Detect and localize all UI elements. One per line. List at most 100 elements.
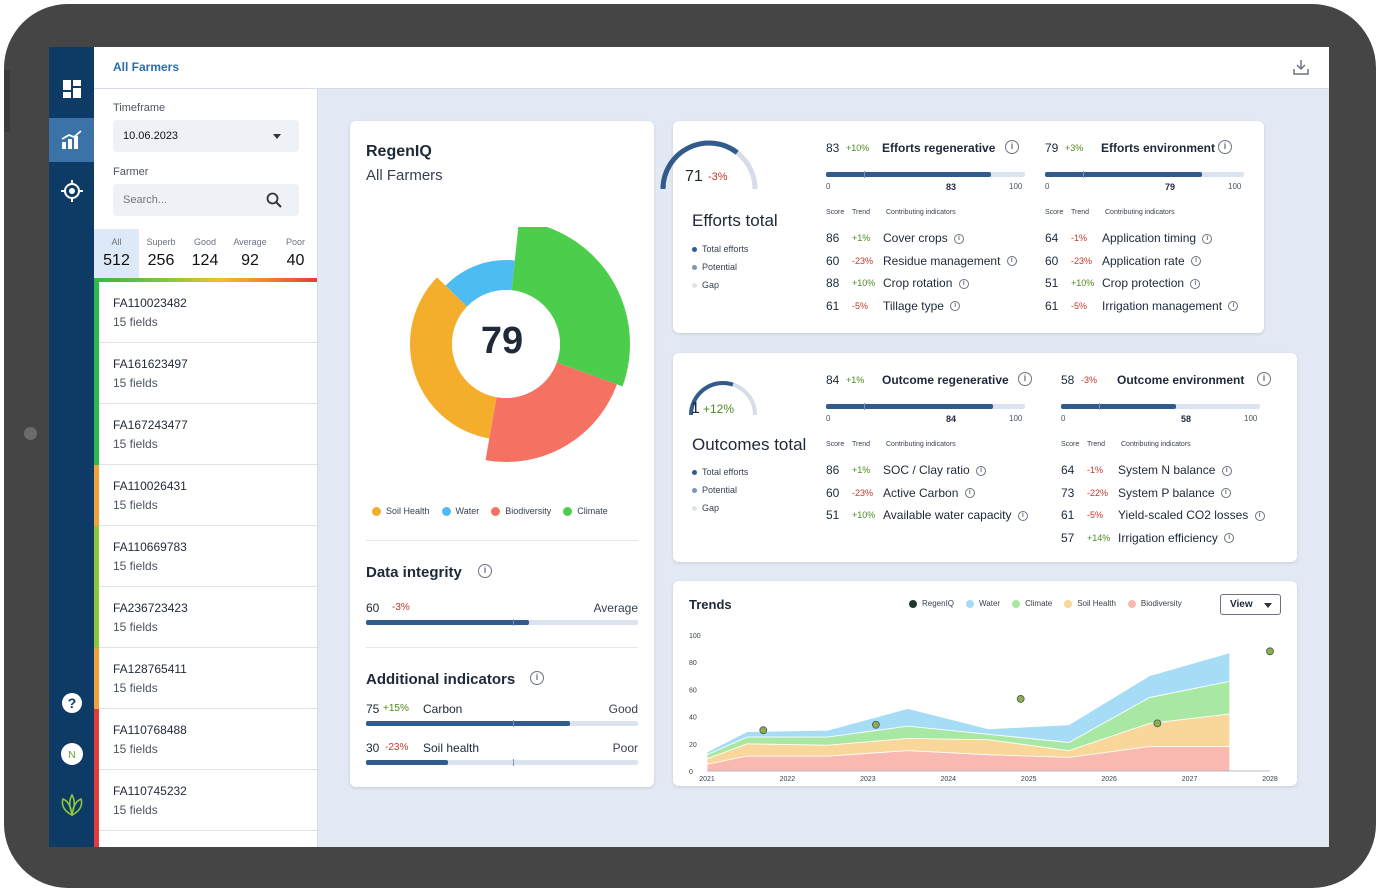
info-icon[interactable]: i <box>964 488 975 499</box>
rose-segment-biodiversity[interactable] <box>485 362 617 462</box>
legend-gap: Gap <box>692 280 719 290</box>
carbon-label: Carbon <box>423 702 463 716</box>
trends-area-chart[interactable]: 0 20 40 60 80 100 2021 2022 2023 2024 2025 2026 2027… <box>673 617 1297 786</box>
info-icon[interactable]: i <box>1224 533 1235 544</box>
info-icon[interactable]: i <box>1257 372 1271 386</box>
filter-tab-average[interactable]: Average 92 <box>227 229 273 278</box>
farmer-search-input[interactable] <box>113 184 299 216</box>
farmer-id: FA110026431 <box>113 479 187 493</box>
indicator-name: Tillage type i <box>883 299 961 313</box>
info-icon[interactable]: i <box>1220 488 1231 499</box>
group-progress-bar <box>1061 403 1260 410</box>
rose-segment-soil-health[interactable] <box>410 277 497 439</box>
nav-target[interactable] <box>49 169 94 213</box>
info-icon[interactable]: i <box>1005 140 1019 154</box>
group-trend: -3% <box>1081 375 1098 385</box>
regeniq-title: RegenIQ <box>366 143 432 160</box>
download-icon <box>1293 60 1309 75</box>
farmer-list-item[interactable]: FA161623497 15 fields <box>94 343 317 404</box>
info-icon[interactable]: i <box>1190 278 1201 289</box>
rose-segment-water[interactable] <box>445 260 515 307</box>
info-icon[interactable]: i <box>950 301 961 312</box>
data-integrity-trend: -3% <box>392 602 410 613</box>
score-color-strip <box>94 282 99 343</box>
farmer-list-item[interactable]: FA110669783 15 fields <box>94 526 317 587</box>
legend-total-efforts: Total efforts <box>692 467 748 477</box>
legend-water: Water <box>966 599 1000 608</box>
regeniq-rose-chart[interactable] <box>372 227 638 473</box>
timeframe-value: 10.06.2023 <box>123 130 179 142</box>
rose-segment-climate[interactable] <box>511 227 630 387</box>
indicator-name: Irrigation management i <box>1102 299 1239 313</box>
tablet-side-button <box>4 70 10 132</box>
indicator-trend: -5% <box>852 300 869 311</box>
regeniq-point[interactable] <box>1153 719 1162 728</box>
legend-climate: Climate <box>563 506 608 516</box>
info-icon[interactable]: i <box>954 233 965 244</box>
search-icon[interactable] <box>266 192 282 208</box>
farmer-list-item[interactable]: FA110768488 15 fields <box>94 709 317 770</box>
filter-tab-label: All <box>111 237 122 247</box>
farmer-list-item[interactable]: FA236723423 15 fields <box>94 587 317 648</box>
legend-biodiversity: Biodiversity <box>1127 599 1182 608</box>
legend-total-efforts: Total efforts <box>692 244 748 254</box>
y-tick-label: 60 <box>689 687 697 694</box>
regeniq-card: RegenIQ All Farmers 79 Soil Health Water… <box>350 121 654 787</box>
info-icon[interactable]: i <box>1017 510 1028 521</box>
info-icon[interactable]: i <box>976 465 987 476</box>
data-integrity-bar <box>366 619 638 626</box>
efforts-gauge-value: 71 <box>685 168 703 185</box>
breadcrumb[interactable]: All Farmers <box>113 60 180 74</box>
view-dropdown[interactable]: View <box>1220 594 1281 615</box>
nav-logo[interactable] <box>49 783 94 827</box>
regeniq-legend: Soil Health Water Biodiversity Climate <box>372 506 608 516</box>
info-icon[interactable]: i <box>530 671 544 685</box>
regeniq-point[interactable] <box>1266 647 1274 656</box>
top-bar: All Farmers <box>94 47 1329 89</box>
info-icon[interactable]: i <box>1221 465 1232 476</box>
info-icon[interactable]: i <box>1191 256 1202 267</box>
farmer-list-item[interactable]: FA128765411 15 fields <box>94 648 317 709</box>
nav-analytics[interactable] <box>49 118 94 162</box>
score-color-strip <box>94 343 99 404</box>
info-icon[interactable]: i <box>958 278 969 289</box>
nav-user[interactable]: N <box>49 732 94 776</box>
farmer-list-item[interactable]: FA110023482 15 fields <box>94 282 317 343</box>
filter-tab-superb[interactable]: Superb 256 <box>139 229 183 278</box>
farmer-fields: 15 fields <box>113 498 158 512</box>
farmer-list-item[interactable]: FA110745240 <box>94 831 317 847</box>
info-icon[interactable]: i <box>1202 233 1213 244</box>
indicator-score: 86 <box>826 231 840 245</box>
y-tick-label: 20 <box>689 742 697 749</box>
nav-help[interactable]: ? <box>49 681 94 725</box>
regeniq-point[interactable] <box>759 726 768 735</box>
filter-tab-poor[interactable]: Poor 40 <box>273 229 317 278</box>
info-icon[interactable]: i <box>1018 372 1032 386</box>
info-icon[interactable]: i <box>478 564 492 578</box>
timeframe-select[interactable]: 10.06.2023 <box>113 120 299 152</box>
indicator-score: 61 <box>1061 508 1075 522</box>
indicator-name: System P balance i <box>1118 486 1231 500</box>
info-icon[interactable]: i <box>1254 510 1265 521</box>
indicator-name: Yield-scaled CO2 losses i <box>1118 508 1265 522</box>
farmer-list-item[interactable]: FA167243477 15 fields <box>94 404 317 465</box>
info-icon[interactable]: i <box>1228 301 1239 312</box>
indicator-name: SOC / Clay ratio i <box>883 463 987 477</box>
regeniq-point[interactable] <box>871 720 880 729</box>
filter-tab-all[interactable]: All 512 <box>94 229 139 278</box>
info-icon[interactable]: i <box>1006 256 1017 267</box>
col-header-trend: Trend <box>852 209 871 216</box>
regeniq-point[interactable] <box>1016 695 1025 703</box>
farmer-list-item[interactable]: FA110026431 15 fields <box>94 465 317 526</box>
farmer-list-item[interactable]: FA110745232 15 fields <box>94 770 317 831</box>
col-header-contributing: Contributing indicators <box>886 441 956 448</box>
bar-min-label: 0 <box>1045 182 1050 191</box>
info-icon[interactable]: i <box>1218 140 1232 154</box>
filter-tab-good[interactable]: Good 124 <box>183 229 227 278</box>
download-button[interactable] <box>1293 59 1309 80</box>
x-tick-label: 2024 <box>940 776 956 783</box>
indicator-name: Residue management i <box>883 254 1017 268</box>
nav-dashboard[interactable] <box>49 67 94 111</box>
area-series-water[interactable] <box>706 652 1231 756</box>
chevron-down-icon <box>273 134 281 139</box>
